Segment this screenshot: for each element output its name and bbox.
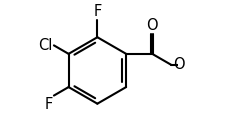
Text: F: F — [93, 4, 101, 19]
Text: Cl: Cl — [38, 38, 52, 53]
Text: O: O — [146, 18, 157, 33]
Text: O: O — [172, 57, 184, 72]
Text: F: F — [44, 97, 52, 112]
